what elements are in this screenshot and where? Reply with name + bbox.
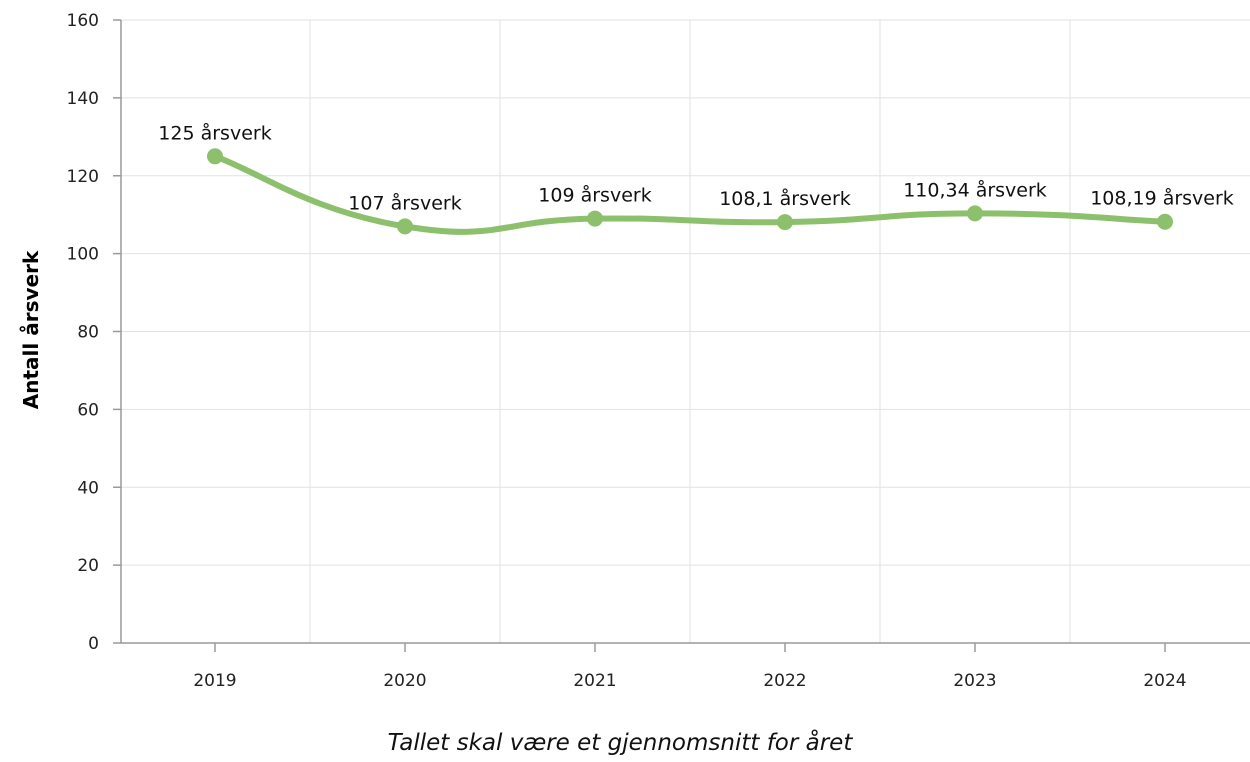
- data-label: 110,34 årsverk: [903, 178, 1047, 201]
- y-tick-labels: 0 20 40 60 80 100 120 140 160: [67, 11, 99, 654]
- y-tick-label: 0: [88, 634, 99, 654]
- chart-caption: Tallet skal være et gjennomsnitt for åre…: [388, 728, 854, 756]
- data-point: [967, 205, 983, 222]
- data-point: [207, 148, 223, 165]
- data-label: 107 årsverk: [348, 191, 461, 214]
- data-point: [777, 214, 793, 231]
- data-label: 108,19 årsverk: [1090, 187, 1234, 210]
- series-line: [212, 153, 1168, 235]
- data-label: 125 årsverk: [158, 121, 271, 144]
- data-point: [1157, 213, 1173, 230]
- y-axis-title: Antall årsverk: [19, 250, 43, 409]
- data-labels: 125 årsverk 107 årsverk 109 årsverk 108,1 å…: [158, 121, 1234, 214]
- y-tick-label: 80: [77, 323, 99, 343]
- x-tick-label: 2020: [383, 671, 426, 691]
- gridlines: [121, 19, 1250, 643]
- x-tick-label: 2024: [1143, 671, 1186, 691]
- data-label: 109 årsverk: [538, 184, 651, 207]
- x-tick-label: 2022: [763, 671, 806, 691]
- x-tick-label: 2023: [953, 671, 996, 691]
- y-tick-label: 40: [77, 478, 99, 498]
- x-tick-label: 2019: [193, 671, 236, 691]
- axes: [113, 19, 1250, 652]
- data-point: [587, 210, 603, 227]
- data-points: [207, 148, 1173, 235]
- y-tick-label: 100: [67, 245, 99, 265]
- x-tick-label: 2021: [573, 671, 616, 691]
- y-tick-label: 60: [77, 400, 99, 420]
- y-tick-label: 120: [67, 167, 99, 187]
- data-point: [397, 218, 413, 235]
- y-tick-label: 20: [77, 556, 99, 576]
- y-tick-label: 160: [67, 11, 99, 31]
- y-tick-label: 140: [67, 89, 99, 109]
- x-tick-labels: 2019 2020 2021 2022 2023 2024: [193, 671, 1186, 691]
- data-label: 108,1 årsverk: [719, 187, 851, 210]
